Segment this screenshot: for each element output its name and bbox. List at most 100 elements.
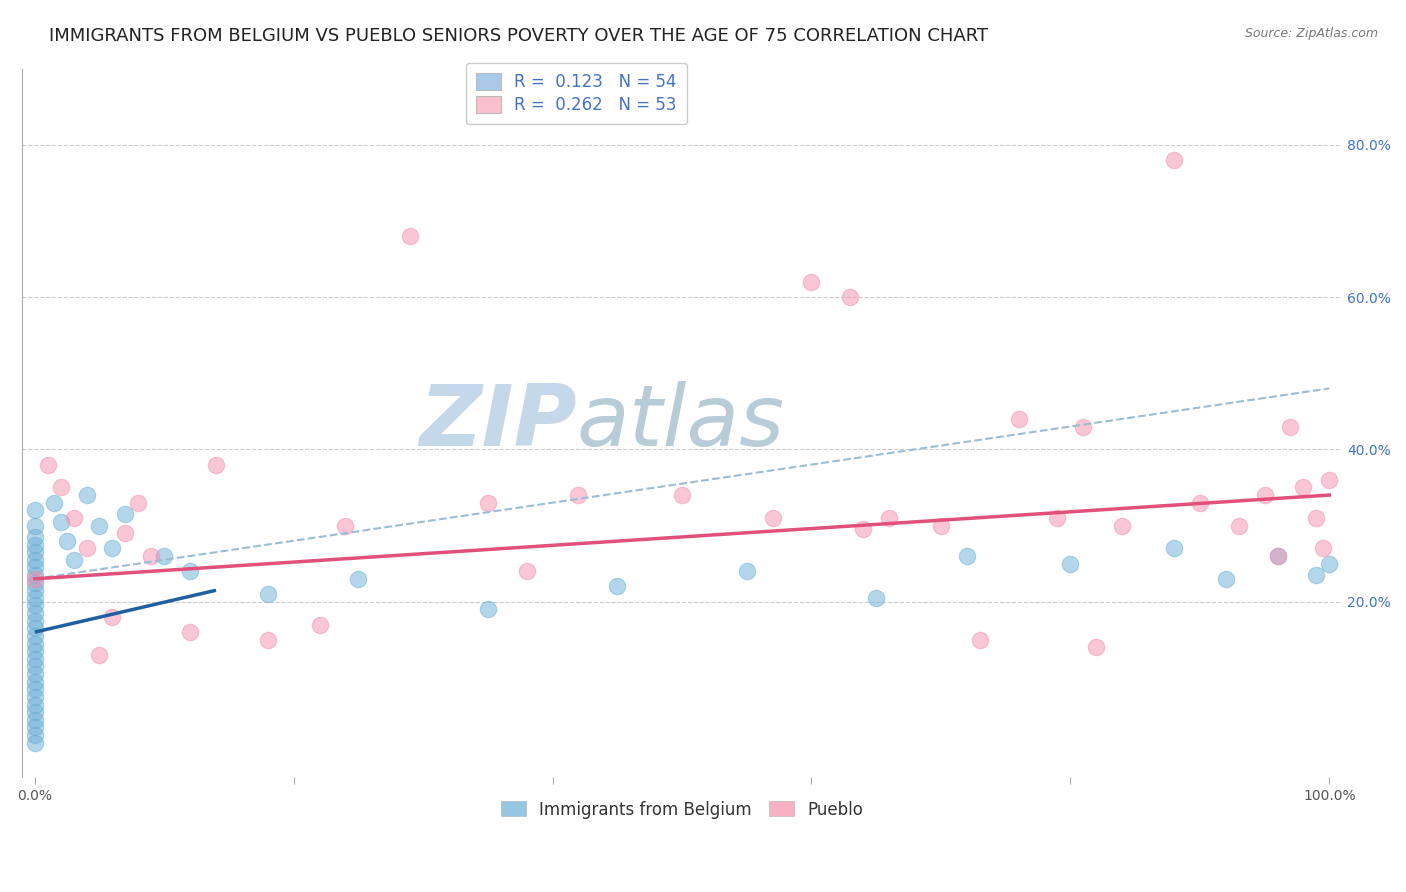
Point — [1111, 518, 1133, 533]
Point — [1305, 511, 1327, 525]
Point — [24, 636, 46, 650]
Point — [1317, 557, 1340, 571]
Point — [1163, 153, 1185, 167]
Point — [56, 533, 79, 548]
Point — [24, 682, 46, 697]
Point — [1305, 568, 1327, 582]
Point — [24, 568, 46, 582]
Point — [24, 553, 46, 567]
Point — [76, 488, 98, 502]
Point — [1007, 412, 1029, 426]
Point — [24, 591, 46, 605]
Point — [1046, 511, 1069, 525]
Point — [24, 614, 46, 628]
Text: IMMIGRANTS FROM BELGIUM VS PUEBLO SENIORS POVERTY OVER THE AGE OF 75 CORRELATION: IMMIGRANTS FROM BELGIUM VS PUEBLO SENIOR… — [49, 27, 988, 45]
Point — [24, 652, 46, 666]
Point — [24, 599, 46, 613]
Point — [114, 526, 136, 541]
Point — [62, 511, 84, 525]
Point — [1312, 541, 1334, 556]
Point — [62, 553, 84, 567]
Point — [24, 606, 46, 620]
Point — [969, 632, 991, 647]
Point — [1227, 518, 1250, 533]
Text: atlas: atlas — [576, 381, 785, 464]
Point — [477, 602, 499, 616]
Point — [24, 705, 46, 719]
Point — [141, 549, 163, 563]
Point — [671, 488, 693, 502]
Point — [477, 496, 499, 510]
Point — [24, 690, 46, 704]
Text: Source: ZipAtlas.com: Source: ZipAtlas.com — [1244, 27, 1378, 40]
Point — [89, 518, 111, 533]
Point — [929, 518, 952, 533]
Point — [399, 229, 422, 244]
Point — [24, 583, 46, 598]
Point — [76, 541, 98, 556]
Point — [24, 530, 46, 544]
Point — [1279, 419, 1302, 434]
Point — [49, 515, 72, 529]
Point — [24, 621, 46, 635]
Point — [127, 496, 149, 510]
Point — [24, 503, 46, 517]
Point — [24, 736, 46, 750]
Point — [24, 674, 46, 689]
Point — [205, 458, 228, 472]
Point — [256, 632, 278, 647]
Point — [877, 511, 900, 525]
Point — [24, 545, 46, 559]
Point — [24, 518, 46, 533]
Point — [1163, 541, 1185, 556]
Point — [24, 728, 46, 742]
Point — [335, 518, 357, 533]
Point — [44, 496, 66, 510]
Point — [114, 507, 136, 521]
Point — [865, 591, 887, 605]
Point — [852, 522, 875, 536]
Point — [24, 659, 46, 673]
Point — [24, 713, 46, 727]
Point — [24, 560, 46, 574]
Point — [24, 720, 46, 734]
Point — [1059, 557, 1081, 571]
Point — [1292, 480, 1315, 494]
Point — [37, 458, 59, 472]
Point — [735, 564, 758, 578]
Point — [839, 290, 862, 304]
Legend: Immigrants from Belgium, Pueblo: Immigrants from Belgium, Pueblo — [495, 794, 870, 825]
Point — [762, 511, 785, 525]
Point — [956, 549, 979, 563]
Point — [1267, 549, 1289, 563]
Point — [24, 644, 46, 658]
Point — [24, 537, 46, 551]
Point — [101, 610, 124, 624]
Point — [1085, 640, 1108, 655]
Point — [179, 564, 201, 578]
Point — [24, 572, 46, 586]
Point — [49, 480, 72, 494]
Point — [800, 275, 823, 289]
Point — [24, 575, 46, 590]
Point — [1215, 572, 1237, 586]
Point — [567, 488, 589, 502]
Point — [101, 541, 124, 556]
Point — [256, 587, 278, 601]
Point — [24, 667, 46, 681]
Point — [1073, 419, 1095, 434]
Point — [516, 564, 538, 578]
Point — [606, 579, 628, 593]
Point — [24, 698, 46, 712]
Point — [24, 629, 46, 643]
Point — [153, 549, 176, 563]
Point — [1253, 488, 1275, 502]
Point — [1317, 473, 1340, 487]
Point — [308, 617, 330, 632]
Point — [347, 572, 370, 586]
Point — [179, 625, 201, 640]
Point — [89, 648, 111, 662]
Point — [1267, 549, 1289, 563]
Point — [1188, 496, 1211, 510]
Text: ZIP: ZIP — [419, 381, 576, 464]
